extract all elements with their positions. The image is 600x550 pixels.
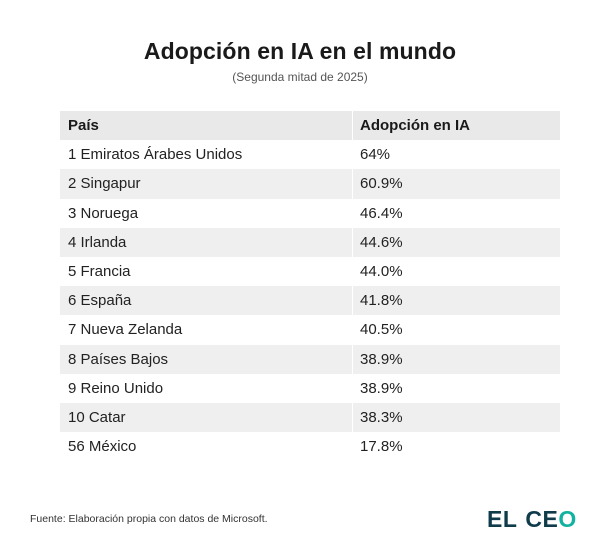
table-row: 56 México 17.8% (60, 432, 560, 462)
country-cell: 10 Catar (68, 408, 126, 426)
country-cell: 2 Singapur (68, 175, 141, 193)
table-row: 1 Emiratos Árabes Unidos 64% (60, 140, 560, 170)
table-row: 7 Nueva Zelanda 40.5% (60, 315, 560, 345)
country-cell: 8 Países Bajos (68, 350, 169, 368)
country-cell: 7 Nueva Zelanda (68, 321, 183, 339)
source-note: Fuente: Elaboración propia con datos de … (30, 513, 268, 525)
logo-letter-o: O (558, 506, 577, 532)
adoption-value-cell: 17.8% (352, 432, 560, 462)
table-row: 8 Países Bajos 38.9% (60, 344, 560, 374)
country-cell: 9 Reino Unido (68, 379, 164, 397)
logo-letter-c: C (525, 506, 543, 532)
country-cell: 5 Francia (68, 263, 131, 281)
adoption-value-cell: 38.3% (352, 402, 560, 433)
table-row: 9 Reino Unido 38.9% (60, 373, 560, 403)
adoption-value-cell: 38.9% (352, 373, 560, 403)
logo-word-el: EL (487, 506, 518, 532)
adoption-value-cell: 38.9% (352, 344, 560, 374)
chart-subtitle: (Segunda mitad de 2025) (232, 70, 368, 84)
country-cell: 56 México (68, 438, 137, 456)
chart-title: Adopción en IA en el mundo (143, 38, 457, 64)
table-row: 2 Singapur 60.9% (60, 169, 560, 199)
table-row: 6 España 41.8% (60, 286, 560, 316)
adoption-value-cell: 40.5% (352, 315, 560, 345)
adoption-value-cell: 60.9% (352, 169, 560, 199)
table-row: 3 Noruega 46.4% (60, 198, 560, 228)
table-header-row: País Adopción en IA (60, 111, 560, 141)
adoption-value-cell: 41.8% (352, 286, 560, 316)
adoption-value-cell: 64% (352, 140, 560, 170)
table-row: 4 Irlanda 44.6% (60, 227, 560, 257)
adoption-value-cell: 44.6% (352, 227, 560, 257)
country-cell: 1 Emiratos Árabes Unidos (68, 146, 243, 164)
adoption-table: País Adopción en IA 1 Emiratos Árabes Un… (60, 111, 560, 462)
el-ceo-logo: EL C E O (487, 506, 577, 533)
adoption-value-cell: 46.4% (352, 198, 560, 228)
adoption-value-cell: 44.0% (352, 256, 560, 287)
country-cell: 4 Irlanda (68, 233, 127, 251)
table-row: 5 Francia 44.0% (60, 256, 560, 287)
column-header-country: País (68, 117, 99, 135)
column-header-adoption: Adopción en IA (352, 111, 560, 141)
logo-letter-e: E (542, 506, 559, 532)
table-body: 1 Emiratos Árabes Unidos 64% 2 Singapur 60.… (60, 140, 560, 462)
country-cell: 6 España (68, 292, 132, 310)
table-row: 10 Catar 38.3% (60, 402, 560, 433)
country-cell: 3 Noruega (68, 204, 139, 222)
